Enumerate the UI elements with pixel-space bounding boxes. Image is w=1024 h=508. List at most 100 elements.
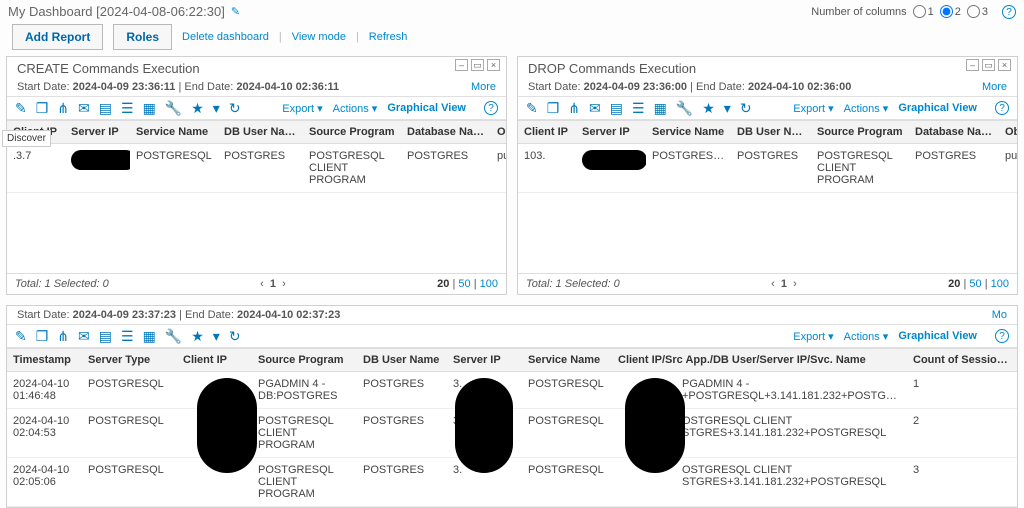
share-icon[interactable]: ⋔ bbox=[57, 101, 69, 115]
col-object[interactable]: Object I bbox=[491, 121, 506, 144]
pager-next[interactable]: › bbox=[793, 278, 797, 290]
refresh-icon[interactable]: ↻ bbox=[229, 329, 241, 343]
table-row[interactable]: 2024-04-10 02:05:06POSTGRESQLPOSTGRESQL … bbox=[7, 458, 1017, 507]
settings-icon[interactable]: ☰ bbox=[121, 329, 134, 343]
panel1-total: Total: 1 Selected: 0 bbox=[15, 278, 109, 290]
actions-dropdown[interactable]: Actions ▾ bbox=[844, 102, 889, 115]
mail-icon[interactable]: ✉ bbox=[78, 329, 90, 343]
panel1-help-icon[interactable]: ? bbox=[484, 101, 498, 115]
settings-icon[interactable]: ☰ bbox=[632, 101, 645, 115]
grid-icon[interactable]: ▦ bbox=[143, 101, 156, 115]
actions-dropdown[interactable]: Actions ▾ bbox=[844, 330, 889, 343]
view-mode-link[interactable]: View mode bbox=[292, 31, 346, 43]
graphical-view-link[interactable]: Graphical View bbox=[898, 102, 977, 114]
panel2-total: Total: 1 Selected: 0 bbox=[526, 278, 620, 290]
table-row[interactable]: 103. .232 POSTGRESQL POSTGRES POSTGRESQL… bbox=[518, 144, 1017, 193]
mail-icon[interactable]: ✉ bbox=[78, 101, 90, 115]
panel1-date-range: Start Date: 2024-04-09 23:36:11 | End Da… bbox=[7, 78, 506, 97]
star-icon[interactable]: ★ bbox=[191, 329, 204, 343]
edit-icon[interactable]: ✎ bbox=[15, 101, 27, 115]
col-source-program[interactable]: Source Program bbox=[303, 121, 401, 144]
settings-icon[interactable]: ☰ bbox=[121, 101, 134, 115]
panel3-more-link[interactable]: Mo bbox=[992, 309, 1007, 321]
redacted-server-ip bbox=[455, 378, 513, 473]
panel1-maximize-icon[interactable]: ▭ bbox=[471, 59, 484, 71]
col-db-name[interactable]: Database Name bbox=[401, 121, 491, 144]
panel-sessions: Start Date: 2024-04-09 23:37:23 | End Da… bbox=[6, 305, 1018, 508]
actions-dropdown[interactable]: Actions ▾ bbox=[333, 102, 378, 115]
col-option-3[interactable]: 3 bbox=[967, 5, 988, 18]
tool-icon[interactable]: 🔧 bbox=[165, 101, 182, 115]
schedule-icon[interactable]: ▤ bbox=[99, 329, 112, 343]
redacted-combo bbox=[625, 378, 685, 473]
schedule-icon[interactable]: ▤ bbox=[610, 101, 623, 115]
panel2-maximize-icon[interactable]: ▭ bbox=[982, 59, 995, 71]
help-icon[interactable]: ? bbox=[1002, 5, 1016, 19]
refresh-link[interactable]: Refresh bbox=[369, 31, 408, 43]
export-dropdown[interactable]: Export ▾ bbox=[793, 330, 833, 343]
chevron-icon[interactable]: ▾ bbox=[213, 329, 220, 343]
grid-icon[interactable]: ▦ bbox=[654, 101, 667, 115]
col-dbuser[interactable]: DB User Name bbox=[218, 121, 303, 144]
panel2-title: DROP Commands Execution bbox=[528, 61, 696, 76]
col-service[interactable]: Service Name bbox=[130, 121, 218, 144]
grid-icon[interactable]: ▦ bbox=[143, 329, 156, 343]
roles-button[interactable]: Roles bbox=[113, 24, 172, 50]
page-size-100[interactable]: 100 bbox=[480, 278, 498, 290]
schedule-icon[interactable]: ▤ bbox=[99, 101, 112, 115]
panel2-minimize-icon[interactable]: – bbox=[966, 59, 979, 71]
pager-prev[interactable]: ‹ bbox=[260, 278, 264, 290]
graphical-view-link[interactable]: Graphical View bbox=[898, 330, 977, 342]
panel-create-commands: CREATE Commands Execution – ▭ × Start Da… bbox=[6, 56, 507, 295]
edit-icon[interactable]: ✎ bbox=[526, 101, 538, 115]
panel2-close-icon[interactable]: × bbox=[998, 59, 1011, 71]
discover-tooltip: Discover bbox=[2, 130, 51, 147]
tool-icon[interactable]: 🔧 bbox=[676, 101, 693, 115]
share-icon[interactable]: ⋔ bbox=[568, 101, 580, 115]
pager-prev[interactable]: ‹ bbox=[771, 278, 775, 290]
panel-drop-commands: DROP Commands Execution – ▭ × Start Date… bbox=[517, 56, 1018, 295]
add-report-button[interactable]: Add Report bbox=[12, 24, 103, 50]
graphical-view-link[interactable]: Graphical View bbox=[387, 102, 466, 114]
star-icon[interactable]: ★ bbox=[191, 101, 204, 115]
panel1-minimize-icon[interactable]: – bbox=[455, 59, 468, 71]
refresh-icon[interactable]: ↻ bbox=[229, 101, 241, 115]
col-option-1[interactable]: 1 bbox=[913, 5, 934, 18]
refresh-icon[interactable]: ↻ bbox=[740, 101, 752, 115]
col-server-ip[interactable]: Server IP bbox=[65, 121, 130, 144]
copy-icon[interactable]: ❐ bbox=[36, 329, 49, 343]
pager-next[interactable]: › bbox=[282, 278, 286, 290]
panel1-close-icon[interactable]: × bbox=[487, 59, 500, 71]
chevron-icon[interactable]: ▾ bbox=[724, 101, 731, 115]
panel3-date-range: Start Date: 2024-04-09 23:37:23 | End Da… bbox=[7, 306, 1017, 325]
panel2-more-link[interactable]: More bbox=[982, 81, 1007, 93]
export-dropdown[interactable]: Export ▾ bbox=[793, 102, 833, 115]
col-option-2[interactable]: 2 bbox=[940, 5, 961, 18]
edit-title-icon[interactable]: ✎ bbox=[231, 5, 240, 18]
copy-icon[interactable]: ❐ bbox=[547, 101, 560, 115]
page-size-50[interactable]: 50 bbox=[458, 278, 470, 290]
panel3-help-icon[interactable]: ? bbox=[995, 329, 1009, 343]
panel1-more-link[interactable]: More bbox=[471, 81, 496, 93]
redacted-ip bbox=[582, 150, 646, 170]
chevron-icon[interactable]: ▾ bbox=[213, 101, 220, 115]
share-icon[interactable]: ⋔ bbox=[57, 329, 69, 343]
tool-icon[interactable]: 🔧 bbox=[165, 329, 182, 343]
redacted-client-ip bbox=[197, 378, 257, 473]
edit-icon[interactable]: ✎ bbox=[15, 329, 27, 343]
panel2-help-icon[interactable]: ? bbox=[995, 101, 1009, 115]
panel1-table: Client IP Server IP Service Name DB User… bbox=[7, 120, 506, 193]
dashboard-actions-row: Add Report Roles Delete dashboard | View… bbox=[0, 21, 1024, 56]
star-icon[interactable]: ★ bbox=[702, 101, 715, 115]
export-dropdown[interactable]: Export ▾ bbox=[282, 102, 322, 115]
panel1-toolbar: ✎ ❐ ⋔ ✉ ▤ ☰ ▦ 🔧 ★ ▾ ↻ Export ▾ Actions ▾… bbox=[7, 97, 506, 120]
panel1-pager: ‹ 1 › bbox=[260, 278, 286, 290]
copy-icon[interactable]: ❐ bbox=[36, 101, 49, 115]
dashboard-header: My Dashboard [2024-04-08-06:22:30] ✎ Num… bbox=[0, 0, 1024, 21]
delete-dashboard-link[interactable]: Delete dashboard bbox=[182, 31, 269, 43]
table-row[interactable]: .3.7 2 POSTGRESQL POSTGRES POSTGRESQL CL… bbox=[7, 144, 506, 193]
num-columns-label: Number of columns bbox=[811, 6, 906, 18]
mail-icon[interactable]: ✉ bbox=[589, 101, 601, 115]
panel1-title: CREATE Commands Execution bbox=[17, 61, 200, 76]
panel2-toolbar: ✎ ❐ ⋔ ✉ ▤ ☰ ▦ 🔧 ★ ▾ ↻ Export ▾ Actions ▾… bbox=[518, 97, 1017, 120]
